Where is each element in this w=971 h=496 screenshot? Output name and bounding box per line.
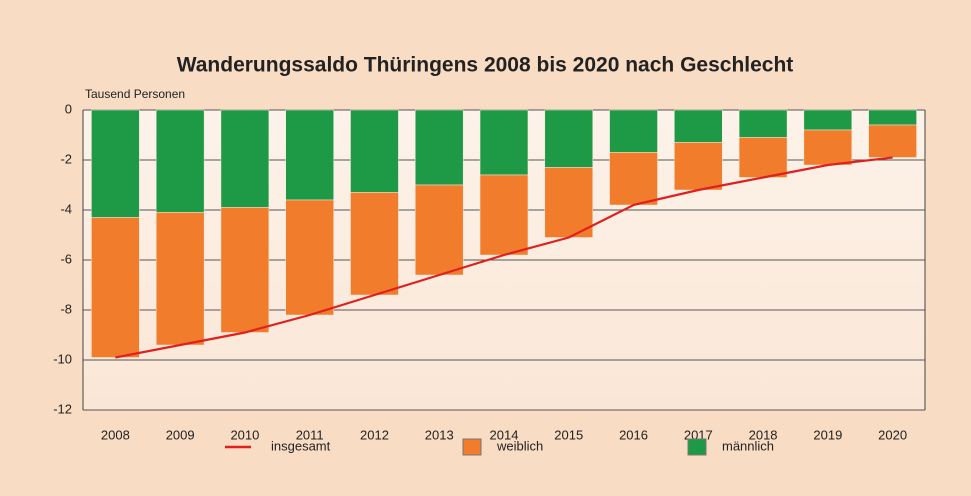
bar (803, 109, 853, 131)
bar (350, 109, 399, 193)
y-tick-label: -8 (60, 301, 72, 316)
y-tick-label: -4 (60, 201, 72, 216)
legend-label: weiblich (496, 438, 543, 453)
x-tick-label: 2018 (749, 427, 778, 442)
bar (155, 212, 205, 346)
x-tick-label: 2011 (296, 427, 324, 442)
x-tick-label: 2013 (425, 427, 454, 442)
bar (544, 109, 593, 168)
bar (415, 184, 464, 276)
bar (674, 142, 723, 191)
bar (220, 109, 270, 208)
x-tick-label: 2012 (360, 427, 389, 442)
bar (350, 192, 399, 296)
y-tick-label: -10 (53, 351, 72, 366)
x-tick-label: 2009 (166, 427, 195, 442)
x-tick-label: 2016 (619, 427, 648, 442)
y-tick-label: 0 (65, 101, 72, 116)
legend-swatch (462, 438, 482, 456)
x-tick-label: 2020 (878, 427, 907, 442)
bar (415, 109, 464, 186)
bar (738, 137, 788, 178)
bar (91, 109, 140, 218)
chart-title: Wanderungssaldo Thüringens 2008 bis 2020… (177, 54, 794, 77)
bar (155, 109, 205, 213)
x-tick-label: 2015 (554, 427, 583, 442)
bar (285, 109, 334, 201)
bar (868, 109, 917, 126)
bar (738, 109, 788, 138)
x-tick-label: 2010 (230, 427, 259, 442)
bar (868, 124, 917, 158)
bar (674, 109, 723, 143)
bar (479, 109, 529, 176)
bar (479, 174, 529, 256)
legend-swatch (687, 438, 707, 456)
x-tick-label: 2008 (101, 427, 130, 442)
x-tick-label: 2014 (490, 427, 519, 442)
y-tick-label: -2 (60, 151, 72, 166)
legend-label: insgesamt (271, 438, 331, 453)
bar (544, 167, 593, 238)
bar (803, 129, 853, 166)
y-tick-label: -6 (60, 251, 72, 266)
bar (609, 152, 658, 206)
total-line (115, 156, 893, 359)
bar (91, 217, 140, 358)
y-tick-label: -12 (53, 401, 72, 416)
bar (220, 207, 270, 333)
x-tick-label: 2019 (813, 427, 842, 442)
y-axis-label: Tausend Personen (85, 87, 185, 101)
legend-label: männlich (722, 438, 774, 453)
bar (285, 199, 334, 316)
bar (609, 109, 658, 153)
